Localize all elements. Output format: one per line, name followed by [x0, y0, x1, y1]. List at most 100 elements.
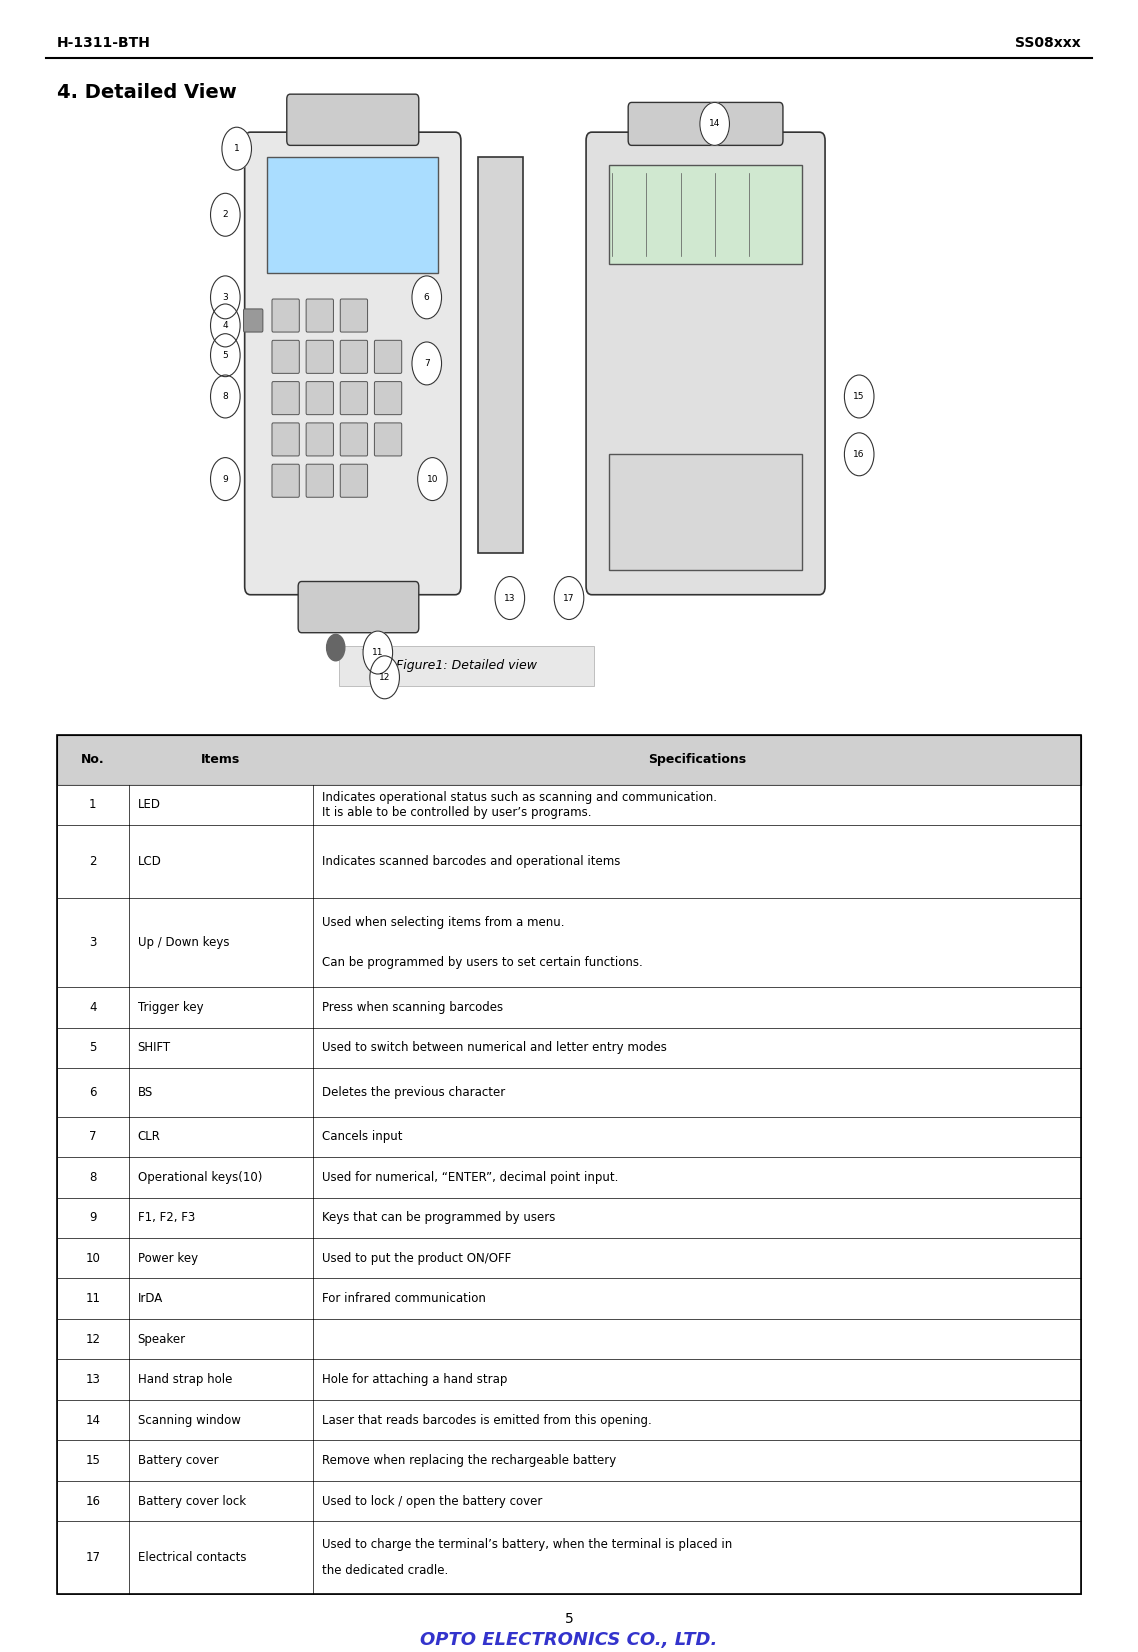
FancyBboxPatch shape — [628, 102, 783, 145]
Circle shape — [412, 276, 442, 319]
Bar — [57, 1360, 1081, 1399]
Text: BS: BS — [138, 1085, 152, 1099]
Text: 8: 8 — [89, 1171, 97, 1184]
Text: 15: 15 — [85, 1454, 100, 1467]
Text: 17: 17 — [85, 1551, 100, 1564]
Bar — [57, 735, 1081, 1594]
Circle shape — [222, 127, 251, 170]
Bar — [57, 1198, 1081, 1237]
Text: Used for numerical, “ENTER”, decimal point input.: Used for numerical, “ENTER”, decimal poi… — [322, 1171, 618, 1184]
Text: Up / Down keys: Up / Down keys — [138, 937, 229, 948]
Text: It is able to be controlled by user’s programs.: It is able to be controlled by user’s pr… — [322, 806, 592, 819]
FancyBboxPatch shape — [245, 132, 461, 595]
Text: Trigger key: Trigger key — [138, 1001, 204, 1014]
Text: 11: 11 — [372, 648, 384, 657]
Text: 16: 16 — [854, 449, 865, 459]
Bar — [57, 1156, 1081, 1198]
Text: 13: 13 — [85, 1373, 100, 1386]
Text: Hole for attaching a hand strap: Hole for attaching a hand strap — [322, 1373, 508, 1386]
FancyBboxPatch shape — [272, 382, 299, 415]
Bar — [57, 785, 1081, 824]
Bar — [57, 899, 1081, 986]
Text: 3: 3 — [89, 937, 97, 948]
FancyBboxPatch shape — [306, 340, 333, 373]
Circle shape — [211, 458, 240, 501]
FancyBboxPatch shape — [340, 464, 368, 497]
Bar — [57, 1279, 1081, 1318]
Text: SS08xxx: SS08xxx — [1015, 36, 1081, 50]
Bar — [57, 899, 1081, 986]
Text: Power key: Power key — [138, 1252, 198, 1265]
Bar — [57, 1399, 1081, 1441]
Text: 4: 4 — [89, 1001, 97, 1014]
Text: Can be programmed by users to set certain functions.: Can be programmed by users to set certai… — [322, 955, 643, 968]
FancyBboxPatch shape — [340, 340, 368, 373]
Bar — [57, 1117, 1081, 1156]
Circle shape — [363, 631, 393, 674]
Text: CLR: CLR — [138, 1130, 160, 1143]
Text: 13: 13 — [504, 593, 516, 603]
Bar — [57, 1441, 1081, 1480]
Text: 3: 3 — [222, 292, 229, 302]
Text: 4: 4 — [223, 320, 228, 330]
Text: Indicates scanned barcodes and operational items: Indicates scanned barcodes and operation… — [322, 856, 620, 867]
Circle shape — [211, 375, 240, 418]
FancyBboxPatch shape — [306, 299, 333, 332]
Text: 9: 9 — [89, 1211, 97, 1224]
Bar — [57, 1318, 1081, 1360]
Text: No.: No. — [81, 753, 105, 767]
Text: Used to put the product ON/OFF: Used to put the product ON/OFF — [322, 1252, 511, 1265]
Text: For infrared communication: For infrared communication — [322, 1292, 486, 1305]
Text: 8: 8 — [222, 392, 229, 401]
FancyBboxPatch shape — [374, 423, 402, 456]
Text: 5: 5 — [222, 350, 229, 360]
FancyBboxPatch shape — [340, 299, 368, 332]
Bar — [57, 1028, 1081, 1069]
FancyBboxPatch shape — [306, 423, 333, 456]
Text: ...: ... — [361, 643, 368, 653]
Text: 4. Detailed View: 4. Detailed View — [57, 83, 237, 102]
FancyBboxPatch shape — [374, 340, 402, 373]
Text: OPTO ELECTRONICS CO., LTD.: OPTO ELECTRONICS CO., LTD. — [420, 1632, 718, 1649]
FancyBboxPatch shape — [298, 582, 419, 633]
Bar — [57, 1318, 1081, 1360]
Circle shape — [844, 375, 874, 418]
Bar — [57, 1069, 1081, 1117]
Bar — [57, 1069, 1081, 1117]
Text: Keys that can be programmed by users: Keys that can be programmed by users — [322, 1211, 555, 1224]
Text: Cancels input: Cancels input — [322, 1130, 403, 1143]
Bar — [57, 1198, 1081, 1237]
Bar — [57, 1237, 1081, 1279]
Text: Used to lock / open the battery cover: Used to lock / open the battery cover — [322, 1495, 543, 1508]
Text: Remove when replacing the rechargeable battery: Remove when replacing the rechargeable b… — [322, 1454, 617, 1467]
Text: 2: 2 — [223, 210, 228, 220]
Circle shape — [412, 342, 442, 385]
FancyBboxPatch shape — [374, 382, 402, 415]
Text: 12: 12 — [379, 672, 390, 682]
Bar — [57, 1480, 1081, 1521]
Text: 17: 17 — [563, 593, 575, 603]
Circle shape — [211, 334, 240, 377]
Text: 14: 14 — [709, 119, 720, 129]
Text: Battery cover: Battery cover — [138, 1454, 218, 1467]
Text: IrDA: IrDA — [138, 1292, 163, 1305]
Text: Scanning window: Scanning window — [138, 1414, 240, 1427]
Bar — [609, 454, 802, 570]
Bar — [57, 986, 1081, 1028]
Circle shape — [844, 433, 874, 476]
Bar — [478, 157, 523, 553]
Text: 5: 5 — [564, 1612, 574, 1626]
Text: Figure1: Detailed view: Figure1: Detailed view — [396, 659, 537, 672]
Text: 11: 11 — [85, 1292, 100, 1305]
Text: LCD: LCD — [138, 856, 162, 867]
Circle shape — [211, 276, 240, 319]
Text: Deletes the previous character: Deletes the previous character — [322, 1085, 505, 1099]
Text: Used to switch between numerical and letter entry modes: Used to switch between numerical and let… — [322, 1041, 667, 1054]
Text: Laser that reads barcodes is emitted from this opening.: Laser that reads barcodes is emitted fro… — [322, 1414, 652, 1427]
Text: LED: LED — [138, 798, 160, 811]
Bar — [57, 824, 1081, 899]
Text: 7: 7 — [89, 1130, 97, 1143]
Text: the dedicated cradle.: the dedicated cradle. — [322, 1564, 448, 1578]
Text: Electrical contacts: Electrical contacts — [138, 1551, 246, 1564]
Bar — [57, 1480, 1081, 1521]
